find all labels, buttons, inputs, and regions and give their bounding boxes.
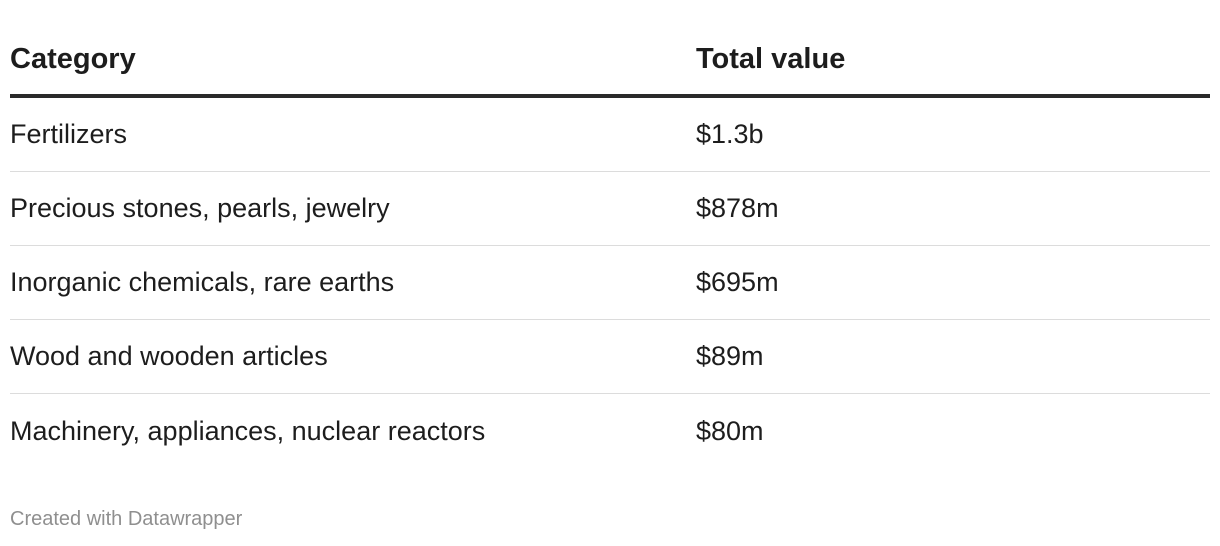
table-row: Machinery, appliances, nuclear reactors … (10, 394, 1210, 468)
value-cell: $89m (696, 341, 764, 371)
category-cell: Fertilizers (10, 119, 128, 149)
category-cell: Machinery, appliances, nuclear reactors (10, 415, 486, 446)
category-cell: Wood and wooden articles (10, 341, 328, 371)
column-header-category[interactable]: Category (10, 43, 136, 75)
value-cell: $695m (696, 267, 779, 297)
table-header-row: Category Total value (10, 0, 1210, 98)
table-row: Wood and wooden articles $89m (10, 320, 1210, 394)
value-cell: $878m (696, 193, 779, 223)
category-cell: Inorganic chemicals, rare earths (10, 267, 395, 297)
category-cell: Precious stones, pearls, jewelry (10, 193, 390, 223)
column-header-total-value[interactable]: Total value (696, 43, 846, 75)
table-row: Fertilizers $1.3b (10, 98, 1210, 172)
footer-credit[interactable]: Created with Datawrapper (10, 508, 243, 530)
table-row: Inorganic chemicals, rare earths $695m (10, 246, 1210, 320)
table-row: Precious stones, pearls, jewelry $878m (10, 172, 1210, 246)
value-cell: $1.3b (696, 119, 764, 149)
data-table: Category Total value Fertilizers $1.3b P… (10, 0, 1210, 468)
value-cell: $80m (696, 415, 764, 446)
